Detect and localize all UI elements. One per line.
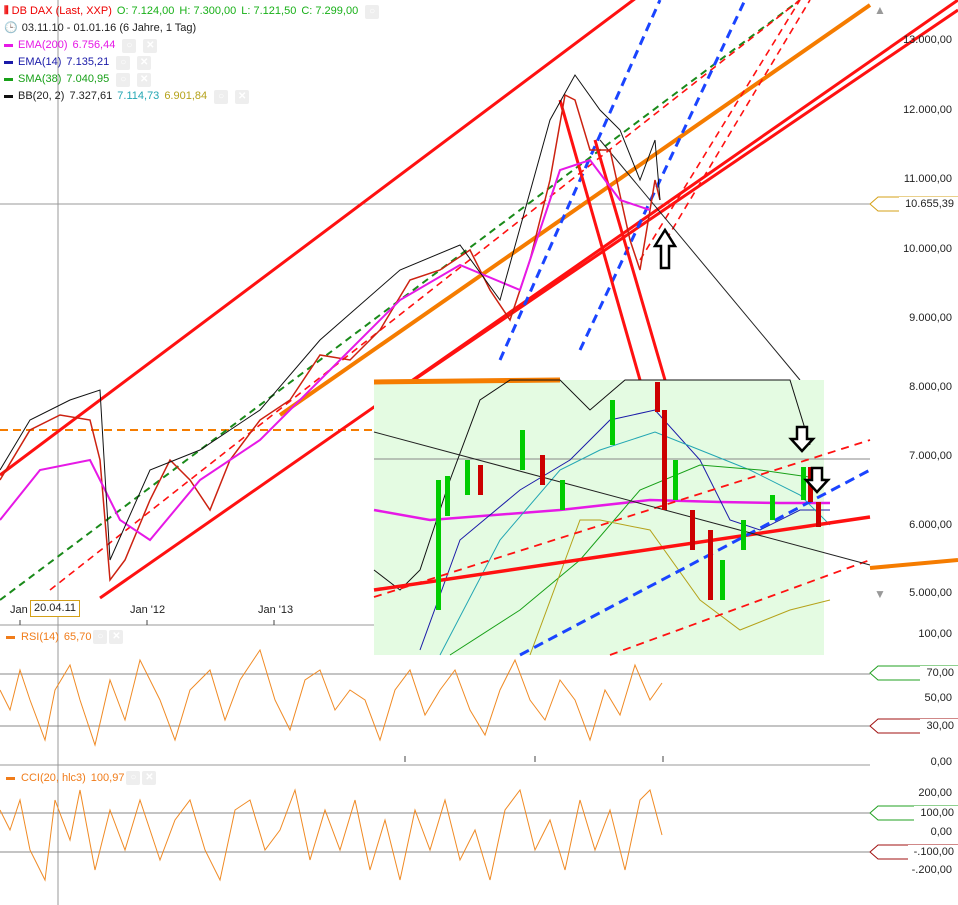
cci-settings-button[interactable]: ○ (126, 771, 141, 785)
bb-settings-button[interactable]: ○ (214, 89, 229, 104)
cci-axis-label: 0,00 (930, 826, 952, 838)
bb-mid-value: 7.114,73 (117, 90, 160, 102)
bb-swatch (4, 95, 13, 98)
cci-upper-tag: 100,00 (914, 806, 958, 821)
instrument-settings-button[interactable]: ○ (365, 4, 380, 19)
x-label: Jan '13 (258, 604, 294, 616)
chart-type-icon: ⫴ (4, 5, 9, 17)
ema200-label: EMA(200) (18, 39, 68, 51)
cci-swatch (6, 776, 15, 780)
legend-ema200: EMA(200) 6.756,44 ○ ✕ (4, 37, 384, 54)
orange-trend-line (278, 3, 872, 417)
cci-lower-tag: -.100,00 (907, 845, 958, 860)
ohlc-close: C: 7.299,00 (301, 5, 359, 17)
y-label: 7.000,00 (909, 450, 952, 462)
rsi-legend: RSI(14) 65,70 ○ ✕ (6, 630, 124, 644)
scroll-up-icon[interactable]: ▲ (874, 3, 886, 17)
upper-channel-line (0, 0, 636, 477)
rsi-axis-label: 100,00 (918, 628, 952, 640)
ema200-settings-button[interactable]: ○ (122, 38, 137, 53)
legend-bb: BB(20, 2) 7.327,61 7.114,73 6.901,84 ○ ✕ (4, 88, 384, 105)
cci-axis-label: -.200,00 (911, 864, 952, 876)
ema14-settings-button[interactable]: ○ (116, 55, 131, 70)
ohlc-high: H: 7.300,00 (179, 5, 237, 17)
cci-legend: CCI(20, hlc3) 100,97 ○ ✕ (6, 771, 157, 785)
scroll-down-icon[interactable]: ▼ (874, 587, 886, 601)
y-label: 13.000,00 (903, 34, 952, 46)
ema14-value: 7.135,21 (66, 56, 110, 68)
rsi-axis-label: 0,00 (930, 756, 952, 768)
ema14-label: EMA(14) (18, 56, 62, 68)
sma38-label: SMA(38) (18, 73, 62, 85)
rsi-axis-label: 50,00 (924, 692, 952, 704)
range-row: 🕒 03.11.10 - 01.01.16 (6 Jahre, 1 Tag) (4, 20, 384, 37)
instrument-name: DB DAX (Last, XXP) (11, 5, 112, 17)
bb-label: BB(20, 2) (18, 90, 65, 102)
chart-legend: ⫴ DB DAX (Last, XXP) O: 7.124,00 H: 7.30… (4, 3, 384, 105)
y-label: 5.000,00 (909, 587, 952, 599)
y-label: 11.000,00 (903, 173, 952, 185)
cci-value: 100,97 (90, 772, 125, 784)
crosshair-date-label: 20.04.11 (30, 600, 81, 617)
ema200-remove-button[interactable]: ✕ (143, 38, 158, 53)
clock-icon: 🕒 (4, 22, 18, 34)
y-label: 9.000,00 (909, 312, 952, 324)
rsi-swatch (6, 635, 15, 639)
ema200-value: 6.756,44 (72, 39, 116, 51)
y-label: 10.000,00 (903, 243, 952, 255)
ema14-remove-button[interactable]: ✕ (137, 55, 152, 70)
bb-remove-button[interactable]: ✕ (235, 89, 250, 104)
sma38-remove-button[interactable]: ✕ (137, 72, 152, 87)
up-arrow-icon (652, 227, 678, 270)
sma38-value: 7.040,95 (66, 73, 110, 85)
date-range: 03.11.10 - 01.01.16 (6 Jahre, 1 Tag) (21, 22, 197, 34)
cci-remove-button[interactable]: ✕ (142, 771, 157, 785)
y-label: 12.000,00 (903, 104, 952, 116)
rsi-settings-button[interactable]: ○ (93, 630, 108, 644)
legend-sma38: SMA(38) 7.040,95 ○ ✕ (4, 71, 384, 88)
cci-label: CCI(20, hlc3) (21, 772, 86, 784)
bb-lower-value: 6.901,84 (164, 90, 208, 102)
down-arrow-icon (803, 466, 831, 494)
ema200-swatch (4, 44, 13, 47)
ema14-swatch (4, 61, 13, 64)
rsi-label: RSI(14) (21, 631, 59, 643)
sma38-settings-button[interactable]: ○ (116, 72, 131, 87)
cci-axis-label: 200,00 (918, 787, 952, 799)
sma38-swatch (4, 78, 13, 81)
rsi-lower-tag: 30,00 (920, 719, 958, 734)
down-arrow-icon (788, 425, 816, 453)
ohlc-open: O: 7.124,00 (116, 5, 175, 17)
rsi-remove-button[interactable]: ✕ (109, 630, 124, 644)
y-label: 6.000,00 (909, 519, 952, 531)
rsi-value: 65,70 (63, 631, 92, 643)
y-label: 8.000,00 (909, 381, 952, 393)
ohlc-low: L: 7.121,50 (241, 5, 297, 17)
bb-upper-value: 7.327,61 (69, 90, 113, 102)
rsi-upper-tag: 70,00 (920, 666, 958, 681)
current-price-tag: 10.655,39 (899, 197, 958, 212)
lower-channel-line (99, 0, 958, 600)
inset-detail-chart (373, 377, 958, 657)
instrument-row: ⫴ DB DAX (Last, XXP) O: 7.124,00 H: 7.30… (4, 3, 384, 20)
legend-ema14: EMA(14) 7.135,21 ○ ✕ (4, 54, 384, 71)
x-label: Jan '12 (130, 604, 166, 616)
